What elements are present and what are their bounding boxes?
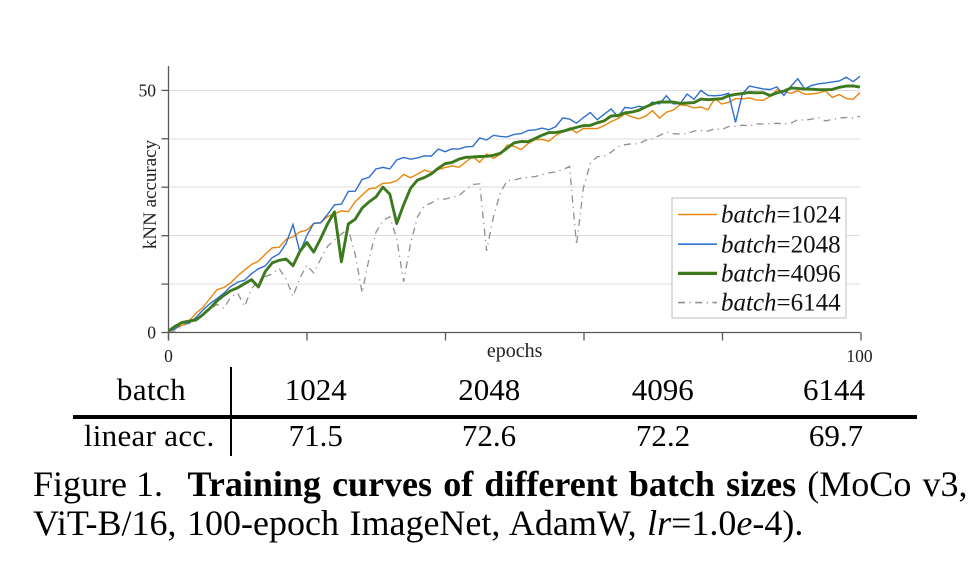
svg-text:epochs: epochs	[487, 340, 543, 362]
svg-text:0: 0	[147, 323, 156, 343]
svg-text:batch=4096: batch=4096	[721, 261, 841, 288]
svg-text:0: 0	[164, 346, 173, 366]
svg-text:batch=1024: batch=1024	[721, 202, 841, 229]
svg-text:batch=6144: batch=6144	[721, 290, 841, 317]
svg-text:100: 100	[846, 346, 873, 366]
svg-text:batch=2048: batch=2048	[721, 231, 841, 258]
svg-text:50: 50	[139, 81, 157, 101]
svg-text:kNN accuracy: kNN accuracy	[140, 139, 161, 249]
